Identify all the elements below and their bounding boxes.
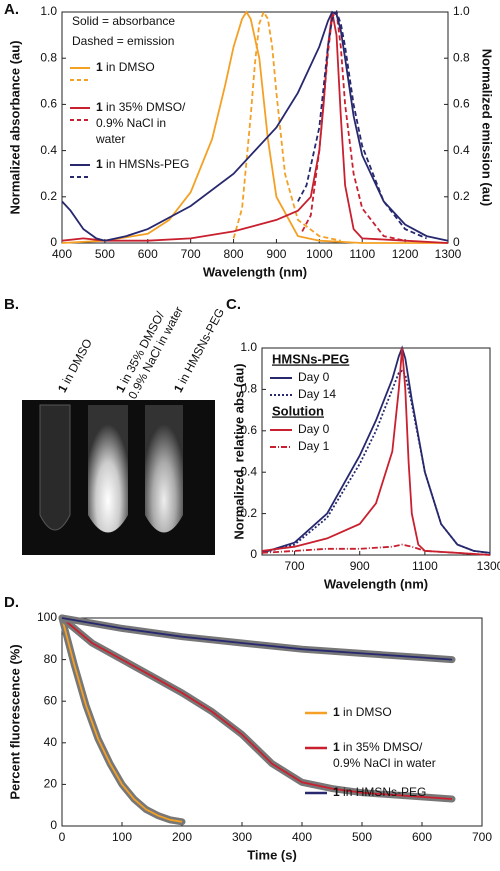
- panel-label: C.: [226, 296, 241, 313]
- x-tick-label: 700: [285, 559, 305, 573]
- y-tick-label: 60: [44, 693, 58, 707]
- x-tick-label: 600: [138, 247, 158, 261]
- x-tick-label: 800: [224, 247, 244, 261]
- x-tick-label: 700: [472, 830, 492, 844]
- legend-label: Day 0: [298, 422, 330, 436]
- photo: [22, 400, 215, 555]
- y2-tick-label: 1.0: [453, 4, 470, 18]
- legend-label: 1 in HMSNs-PEG: [96, 157, 189, 171]
- x-axis-label: Wavelength (nm): [203, 264, 307, 279]
- y2-tick-label: 0.4: [453, 143, 470, 157]
- x-tick-label: 200: [172, 830, 192, 844]
- x-tick-label: 700: [181, 247, 201, 261]
- plot-frame: [261, 347, 491, 556]
- spectrum-line: [261, 369, 491, 554]
- spectrum-line: [261, 543, 491, 556]
- x-tick-label: 1000: [306, 247, 333, 261]
- x-tick-label: 900: [266, 247, 286, 261]
- panel-label: B.: [4, 296, 19, 313]
- x-tick-label: 1100: [412, 559, 438, 573]
- legend-label: 1 in DMSO: [96, 60, 155, 74]
- absorbance-line: [61, 10, 448, 244]
- x-tick-label: 600: [412, 830, 432, 844]
- y2-tick-label: 0.6: [453, 97, 470, 111]
- y-tick-label: 0: [250, 547, 257, 561]
- decay-line: [61, 617, 183, 823]
- y-tick-label: 80: [44, 652, 58, 666]
- legend-label: 1 in HMSNs-PEG: [333, 785, 426, 799]
- y-tick-label: 20: [44, 777, 58, 791]
- y-tick-label: 0.6: [240, 423, 257, 437]
- y-axis-label: Normalized, relative abs (au): [231, 363, 246, 539]
- y-tick-label: 0.2: [240, 506, 257, 520]
- y2-tick-label: 0.8: [453, 50, 470, 64]
- decay-line: [61, 617, 453, 661]
- y-tick-label: 0: [50, 235, 57, 249]
- y-tick-label: 0.4: [240, 464, 257, 478]
- x-tick-label: 1100: [349, 247, 375, 261]
- plot-frame: [61, 11, 449, 244]
- y-axis-label: Normalized absorbance (au): [7, 40, 22, 214]
- y-tick-label: 1.0: [240, 340, 257, 354]
- y-axis-label: Percent fluorescence (%): [7, 644, 22, 799]
- legend-label: 1 in 35% DMSO/0.9% NaCl in water: [333, 740, 436, 770]
- x-tick-label: 400: [52, 247, 72, 261]
- x-tick-label: 100: [112, 830, 132, 844]
- legend-note: Solid = absorbance: [72, 14, 175, 28]
- x-tick-label: 500: [352, 830, 372, 844]
- legend-group: Solution: [272, 403, 324, 418]
- x-tick-label: 1200: [392, 247, 419, 261]
- legend-label: Day 0: [298, 370, 330, 384]
- decay-line: [61, 617, 453, 800]
- legend-label: Day 1: [298, 439, 330, 453]
- y-tick-label: 0.2: [40, 189, 57, 203]
- x-tick-label: 1300: [477, 559, 500, 573]
- error-band: [58, 614, 186, 826]
- x-tick-label: 500: [95, 247, 115, 261]
- y-tick-label: 100: [37, 610, 57, 624]
- y-tick-label: 1.0: [40, 4, 57, 18]
- y2-tick-label: 0: [453, 235, 460, 249]
- panel-label: A.: [4, 1, 19, 18]
- y2-tick-label: 0.2: [453, 189, 470, 203]
- spectrum-line: [261, 347, 491, 556]
- x-tick-label: 400: [292, 830, 312, 844]
- y-tick-label: 40: [44, 735, 58, 749]
- legend-label: 1 in DMSO: [55, 336, 95, 394]
- panel-label: D.: [4, 594, 19, 611]
- y-tick-label: 0.8: [240, 382, 257, 396]
- legend-label: 1 in DMSO: [333, 705, 392, 719]
- error-band: [58, 614, 456, 664]
- y2-axis-label: Normalized emission (au): [480, 49, 495, 206]
- x-tick-label: 300: [232, 830, 252, 844]
- emission-line: [301, 9, 406, 242]
- y-tick-label: 0.6: [40, 97, 57, 111]
- x-axis-label: Time (s): [247, 847, 297, 862]
- emission-line: [232, 9, 341, 242]
- y-tick-label: 0: [50, 818, 57, 832]
- x-tick-label: 1300: [435, 247, 462, 261]
- y-tick-label: 0.4: [40, 143, 57, 157]
- x-tick-label: 900: [350, 559, 370, 573]
- emission-line: [297, 9, 427, 240]
- spectrum-line: [261, 345, 491, 554]
- plot-frame: [61, 617, 483, 827]
- x-axis-label: Wavelength (nm): [324, 576, 428, 591]
- legend-note: Dashed = emission: [72, 34, 174, 48]
- x-tick-label: 0: [59, 830, 66, 844]
- y-tick-label: 0.8: [40, 50, 57, 64]
- absorbance-line: [61, 10, 449, 242]
- legend-group: HMSNs-PEG: [272, 351, 349, 366]
- legend-label: Day 14: [298, 387, 336, 401]
- legend-label: 1 in 35% DMSO/0.9% NaCl in water: [95, 100, 186, 146]
